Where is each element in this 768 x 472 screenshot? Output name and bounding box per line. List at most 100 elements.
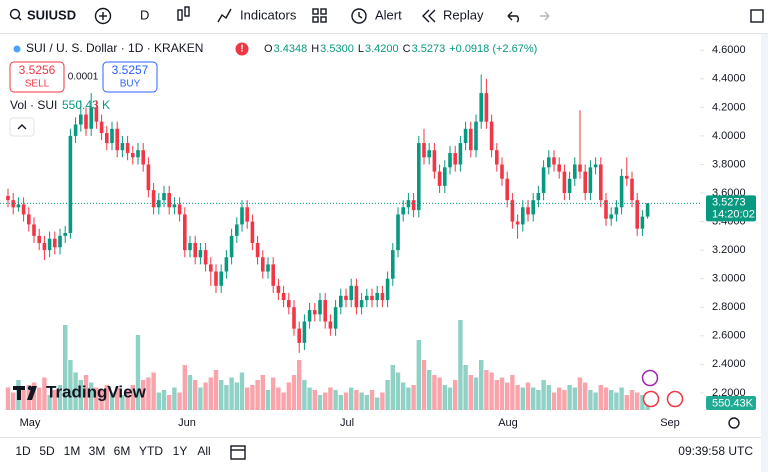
event-icon[interactable] [666, 390, 684, 408]
market-status-mark: ! [240, 44, 243, 55]
settings-button[interactable] [728, 417, 740, 429]
x-tick-label: Sep [660, 417, 680, 429]
candle-body [401, 207, 405, 215]
candle-body [177, 204, 182, 215]
calendar-icon [230, 445, 246, 460]
candle-body [619, 175, 624, 208]
y-tick-label: 2.6000 [712, 330, 746, 342]
plot: 2.20002.40002.60002.80003.00003.20003.40… [0, 44, 756, 429]
candle-body [255, 242, 260, 258]
range-button[interactable]: All [197, 444, 210, 458]
range-button[interactable]: 6M [114, 444, 131, 458]
ohlc-key: L [358, 43, 364, 55]
candle-body [37, 235, 41, 243]
event-icon[interactable] [641, 369, 659, 387]
volume-bar [380, 392, 385, 410]
volume-bar [281, 392, 286, 410]
symbol-search[interactable]: SUIUSD [9, 7, 77, 22]
volume-bar [494, 380, 499, 410]
ohlc-key: O [264, 43, 273, 55]
volume-bar [52, 390, 57, 410]
candle-body [599, 164, 603, 201]
candle-body [157, 200, 161, 208]
candle-body [313, 310, 317, 315]
candle-body [21, 204, 26, 215]
candle-body [474, 121, 478, 151]
candle-body [432, 150, 437, 172]
event-icon[interactable] [642, 390, 660, 408]
buy-box [102, 61, 158, 93]
candle-body [500, 164, 504, 179]
candle-body [531, 200, 535, 215]
replay-button[interactable]: Replay [422, 7, 484, 23]
candle-body [567, 178, 572, 194]
candle-body [562, 171, 567, 194]
range-button[interactable]: 1Y [173, 444, 188, 458]
buy-button[interactable]: 3.5257 BUY [102, 61, 158, 93]
candle-body [99, 121, 104, 134]
grid-icon [312, 16, 319, 23]
undo-button[interactable] [507, 11, 519, 23]
sell-button[interactable]: 3.5256 SELL [9, 61, 65, 93]
alert-button[interactable]: Alert [351, 7, 402, 24]
candle-body [391, 250, 395, 279]
volume-bar [343, 392, 349, 410]
brand-icon-dot [27, 385, 33, 391]
candle-body [292, 307, 296, 329]
volume-bar [177, 392, 182, 410]
volume-bar [567, 385, 572, 410]
candle-body [79, 114, 83, 125]
candle-body [333, 307, 338, 329]
range-button[interactable]: 5D [39, 444, 55, 458]
volume-bar [94, 387, 99, 410]
candle-body [89, 107, 93, 129]
range-button[interactable]: YTD [139, 444, 163, 458]
interval[interactable]: D [140, 7, 149, 22]
ohlc-legend: O 3.4348 H 3.5300 L 3.4200 C 3.5273 +0.0918 (+2.… [264, 43, 537, 55]
volume-bar [11, 392, 16, 410]
candle-body [422, 143, 426, 158]
volume-bar [5, 387, 11, 410]
collapse-legend[interactable] [9, 117, 35, 137]
fullscreen-button[interactable] [750, 9, 764, 23]
y-tick-label: 2.4000 [712, 358, 746, 370]
candle-body [453, 153, 457, 165]
volume-bar [187, 375, 193, 410]
chart-type-button[interactable] [177, 6, 190, 21]
candle-body [224, 257, 229, 272]
date-range-button[interactable] [230, 445, 246, 460]
volume-bar [104, 385, 109, 410]
volume-bar [161, 390, 167, 410]
volume-axis-label: 550.43K [712, 397, 754, 409]
candle-body [47, 238, 52, 251]
candle-body [547, 157, 551, 168]
candle-body [183, 214, 187, 251]
redo-button[interactable] [540, 11, 550, 21]
range-button[interactable]: 1M [64, 444, 81, 458]
symbol-logo [13, 45, 21, 53]
buy-price: 3.5257 [112, 63, 149, 77]
range-button[interactable]: 1D [15, 444, 31, 458]
volume-bar [562, 390, 567, 410]
candle-body [32, 224, 36, 236]
volume-bar [260, 375, 265, 410]
indicators-button[interactable]: Indicators [217, 7, 297, 22]
candle-body [42, 242, 47, 251]
candle-body [167, 193, 171, 208]
y-tick-label: 2.8000 [712, 301, 746, 313]
volume-bar [453, 380, 458, 410]
price-label: 3.5273 [712, 196, 746, 208]
volume-bar [271, 377, 276, 410]
price-label-box [706, 195, 756, 222]
volume-bar [624, 395, 629, 410]
templates-button[interactable] [312, 8, 327, 23]
range-button[interactable]: 3M [89, 444, 106, 458]
collapse-box [9, 117, 35, 137]
volume-bar [499, 377, 505, 410]
compare-button[interactable] [94, 7, 112, 25]
candle-body [131, 153, 135, 158]
candle-body [489, 121, 494, 151]
grid-icon [312, 8, 319, 15]
candle-body [120, 143, 125, 151]
volume-bar [489, 372, 494, 410]
